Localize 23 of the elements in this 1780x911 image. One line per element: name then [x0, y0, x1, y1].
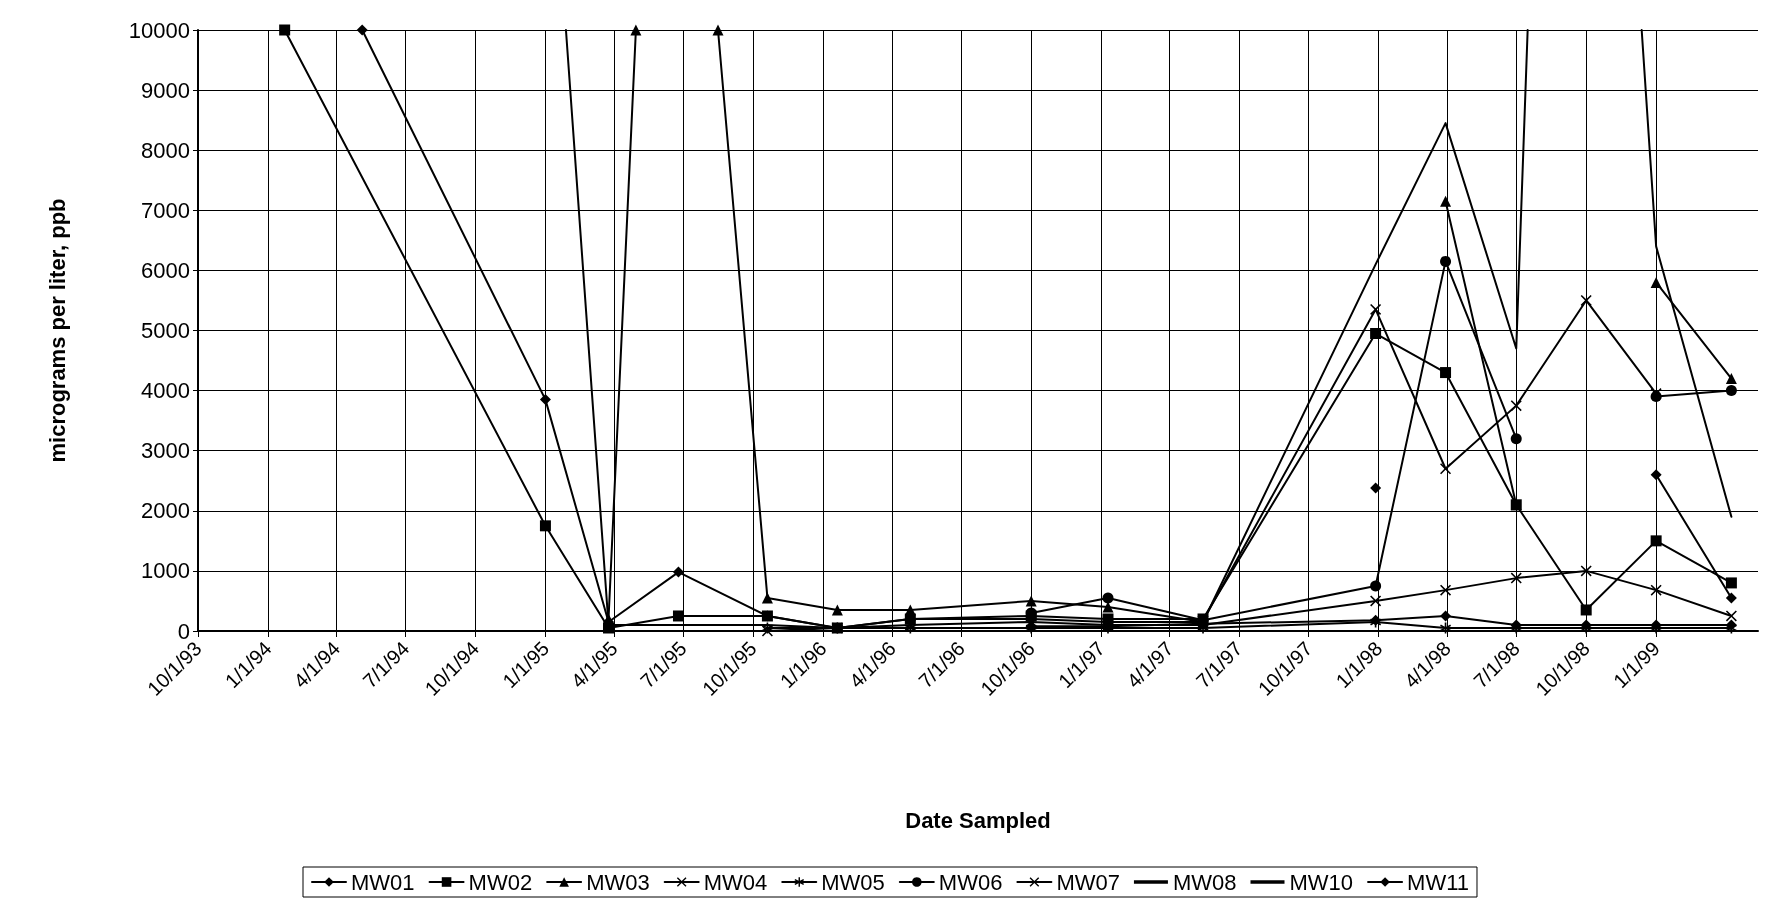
y-tick-label: 8000 [141, 137, 190, 163]
y-tick-label: 10000 [128, 17, 190, 43]
y-tick-label: 0 [177, 618, 190, 644]
y-tick-label: 3000 [141, 438, 190, 464]
x-axis-title: Date Sampled [905, 807, 1051, 833]
y-tick-label: 4000 [141, 378, 190, 404]
legend-label: MW02 [468, 869, 533, 895]
y-tick-label: 2000 [141, 498, 190, 524]
legend-label: MW03 [586, 869, 650, 895]
y-tick-label: 5000 [141, 318, 190, 343]
legend-label: MW07 [1056, 869, 1120, 895]
y-tick-label: 7000 [141, 197, 190, 223]
legend-label: MW04 [703, 869, 768, 895]
legend-label: MW01 [351, 869, 415, 895]
legend-label: MW08 [1172, 869, 1237, 895]
legend-label: MW10 [1289, 869, 1354, 895]
y-tick-label: 1000 [141, 558, 190, 584]
y-axis-title: micrograms per liter, ppb [44, 198, 70, 463]
y-tick-label: 9000 [141, 77, 190, 103]
legend-label: MW06 [938, 869, 1003, 895]
legend-label: MW11 [1407, 869, 1469, 895]
legend-label: MW05 [821, 869, 885, 895]
y-tick-label: 6000 [141, 257, 190, 283]
